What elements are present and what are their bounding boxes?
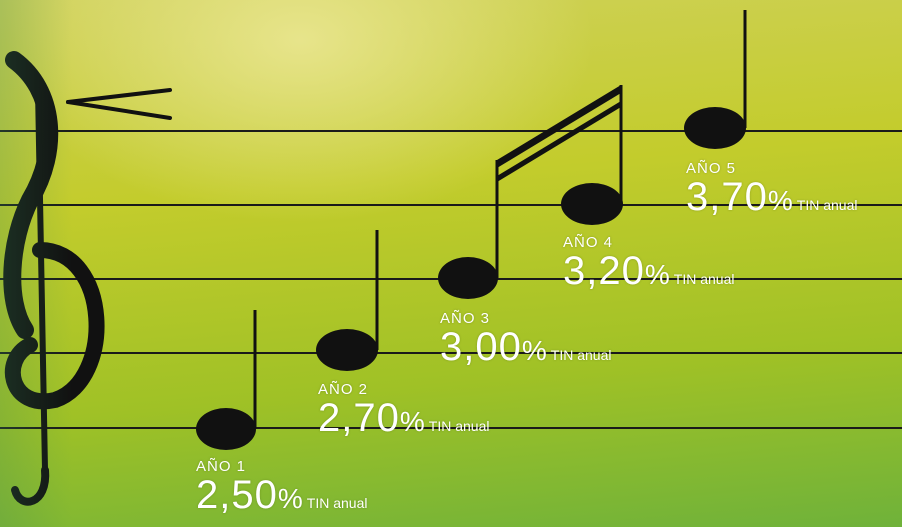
rate-line: 3,20% TIN anual <box>563 251 734 291</box>
rate-value: 3,00 <box>440 325 522 369</box>
rate-value: 3,70 <box>686 175 768 219</box>
percent-sign: % <box>767 185 793 216</box>
beam-16th-icon <box>497 85 621 182</box>
rate-value: 3,20 <box>563 249 645 293</box>
year-label: AÑO 3 <box>440 310 491 327</box>
rate-value: 2,70 <box>318 396 400 440</box>
year-label: AÑO 1 <box>196 458 247 475</box>
rate-label-year-5: AÑO 5 3,70% TIN anual <box>686 160 857 217</box>
rate-line: 2,50% TIN anual <box>196 475 367 515</box>
percent-sign: % <box>399 406 425 437</box>
rate-label-year-3: AÑO 3 3,00% TIN anual <box>440 310 611 367</box>
music-note-5-icon <box>684 10 747 149</box>
rate-value: 2,50 <box>196 473 278 517</box>
music-note-2-icon <box>316 230 379 371</box>
crescendo-sign-icon <box>66 88 172 120</box>
rate-label-year-4: AÑO 4 3,20% TIN anual <box>563 234 734 291</box>
percent-sign: % <box>521 335 547 366</box>
rate-line: 3,70% TIN anual <box>686 177 857 217</box>
year-label: AÑO 5 <box>686 160 737 177</box>
rate-unit: TIN anual <box>306 495 368 511</box>
rate-unit: TIN anual <box>796 197 858 213</box>
rate-line: 3,00% TIN anual <box>440 327 611 367</box>
music-note-1-icon <box>196 310 257 450</box>
percent-sign: % <box>277 483 303 514</box>
rate-label-year-1: AÑO 1 2,50% TIN anual <box>196 458 367 515</box>
rate-unit: TIN anual <box>673 271 735 287</box>
year-label: AÑO 4 <box>563 234 614 251</box>
music-note-3-icon <box>438 160 499 299</box>
treble-clef-icon <box>3 51 105 506</box>
percent-sign: % <box>644 259 670 290</box>
rate-unit: TIN anual <box>550 347 612 363</box>
rate-label-year-2: AÑO 2 2,70% TIN anual <box>318 381 489 438</box>
rate-unit: TIN anual <box>428 418 490 434</box>
rate-line: 2,70% TIN anual <box>318 398 489 438</box>
year-label: AÑO 2 <box>318 381 369 398</box>
